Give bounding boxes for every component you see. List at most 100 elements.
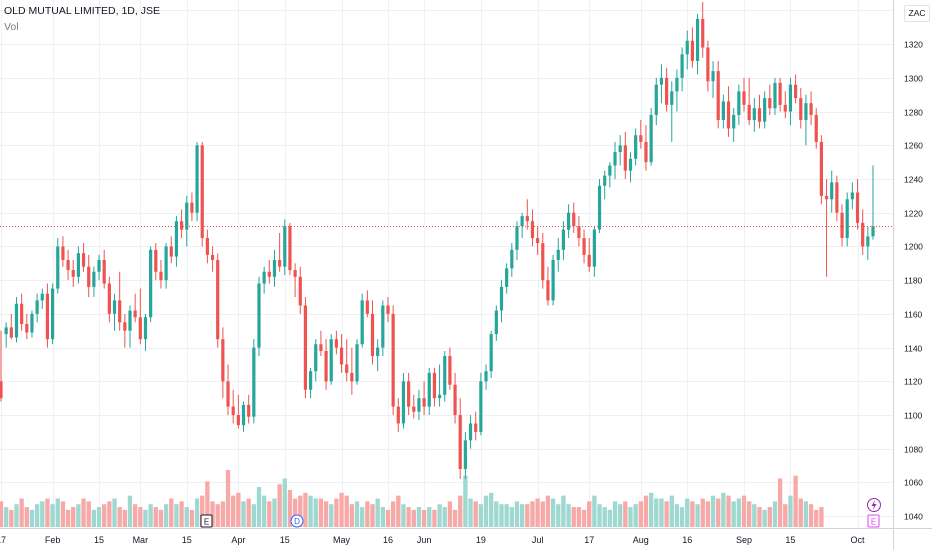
candle-body [308,371,313,390]
volume-bar [406,507,411,527]
candle-body [809,103,813,115]
volume-bar [442,507,447,527]
candle-body [376,347,380,357]
chart-grid [0,0,893,528]
volume-bar [241,501,246,527]
candle-body [732,114,736,129]
volume-bar [741,495,747,527]
candle-body [757,108,762,122]
volume-bar [40,501,45,527]
candle [92,266,96,298]
candle [76,246,80,284]
volume-bar [540,501,545,527]
candle-body [179,221,184,230]
candle [185,195,189,247]
candle-body [763,98,767,122]
last-price-line: 12129.233M [0,219,932,517]
volume-bar [34,504,40,527]
candle-body [303,305,308,390]
volume-bar [499,504,504,527]
candle [458,398,462,480]
volume-bar [370,504,375,527]
candle-body [123,322,127,331]
candle-body [396,406,400,424]
candle [427,367,431,416]
candle [143,313,148,351]
volume-bar [334,498,339,527]
volume-bar [571,507,576,527]
candle-body [556,249,560,260]
candle [381,300,385,357]
candle [123,313,127,348]
volume-bar [592,495,597,527]
candle [205,229,209,264]
candle [737,84,741,126]
candle-body [278,259,282,267]
volume-bar [215,504,220,527]
candle-body [561,229,566,250]
bolt-icon-glyph [871,500,877,510]
candle [138,288,142,345]
volume-bar [628,507,633,527]
candle [747,77,751,126]
volume-bar [0,501,4,527]
volume-bar [489,492,494,527]
volume-bar [29,509,35,527]
volume-bar [246,498,251,527]
volume-bar [71,507,76,527]
candle-body [293,270,297,277]
candle-body [804,103,808,121]
volume-bar [416,507,422,527]
candle [623,131,627,180]
volume-bar [587,501,592,527]
candle-body [76,253,80,277]
currency-button[interactable]: ZAC [904,5,930,22]
candle-body [577,226,581,239]
candle-body [231,406,235,416]
candle [154,243,158,281]
candle-body [840,212,844,239]
candle [288,222,292,276]
time-tick-label: 17 [0,535,6,545]
candle-body [185,202,189,230]
candle [794,74,798,104]
candle [752,98,756,132]
candle-body [484,371,488,382]
candle [370,300,375,365]
candle-body [262,271,266,284]
volume-bar [679,507,685,527]
price-tick-label: 1220 [904,209,923,219]
volume-bar [648,492,654,527]
volume-bar [447,501,453,527]
candle [221,327,225,399]
candle-body [747,104,751,121]
volume-bar [313,498,318,527]
volume-bar [308,495,313,527]
candle-body [711,71,715,82]
volume-bar [788,495,793,527]
volume-bar [9,509,14,527]
candle [690,27,695,68]
candle-body [726,101,731,129]
candle-body [35,300,39,314]
earnings-marker-label: E [871,518,876,527]
candle-body [334,339,338,348]
time-tick-label: 15 [182,535,192,545]
price-tick-label: 1100 [904,411,923,421]
volume-bar [607,509,613,527]
volume-bar [210,501,215,527]
candle-body [783,104,787,112]
candle [190,192,194,222]
volume-indicator-label: Vol [4,21,19,33]
volume-bar [643,495,649,527]
volume-bar [102,504,107,527]
candle [210,246,215,272]
candle-body [365,300,369,314]
volume-bar [267,501,272,527]
candle [308,367,313,399]
volume-bar [746,501,752,527]
candle [179,209,184,239]
candle [732,108,736,142]
volume-bar [576,507,582,527]
